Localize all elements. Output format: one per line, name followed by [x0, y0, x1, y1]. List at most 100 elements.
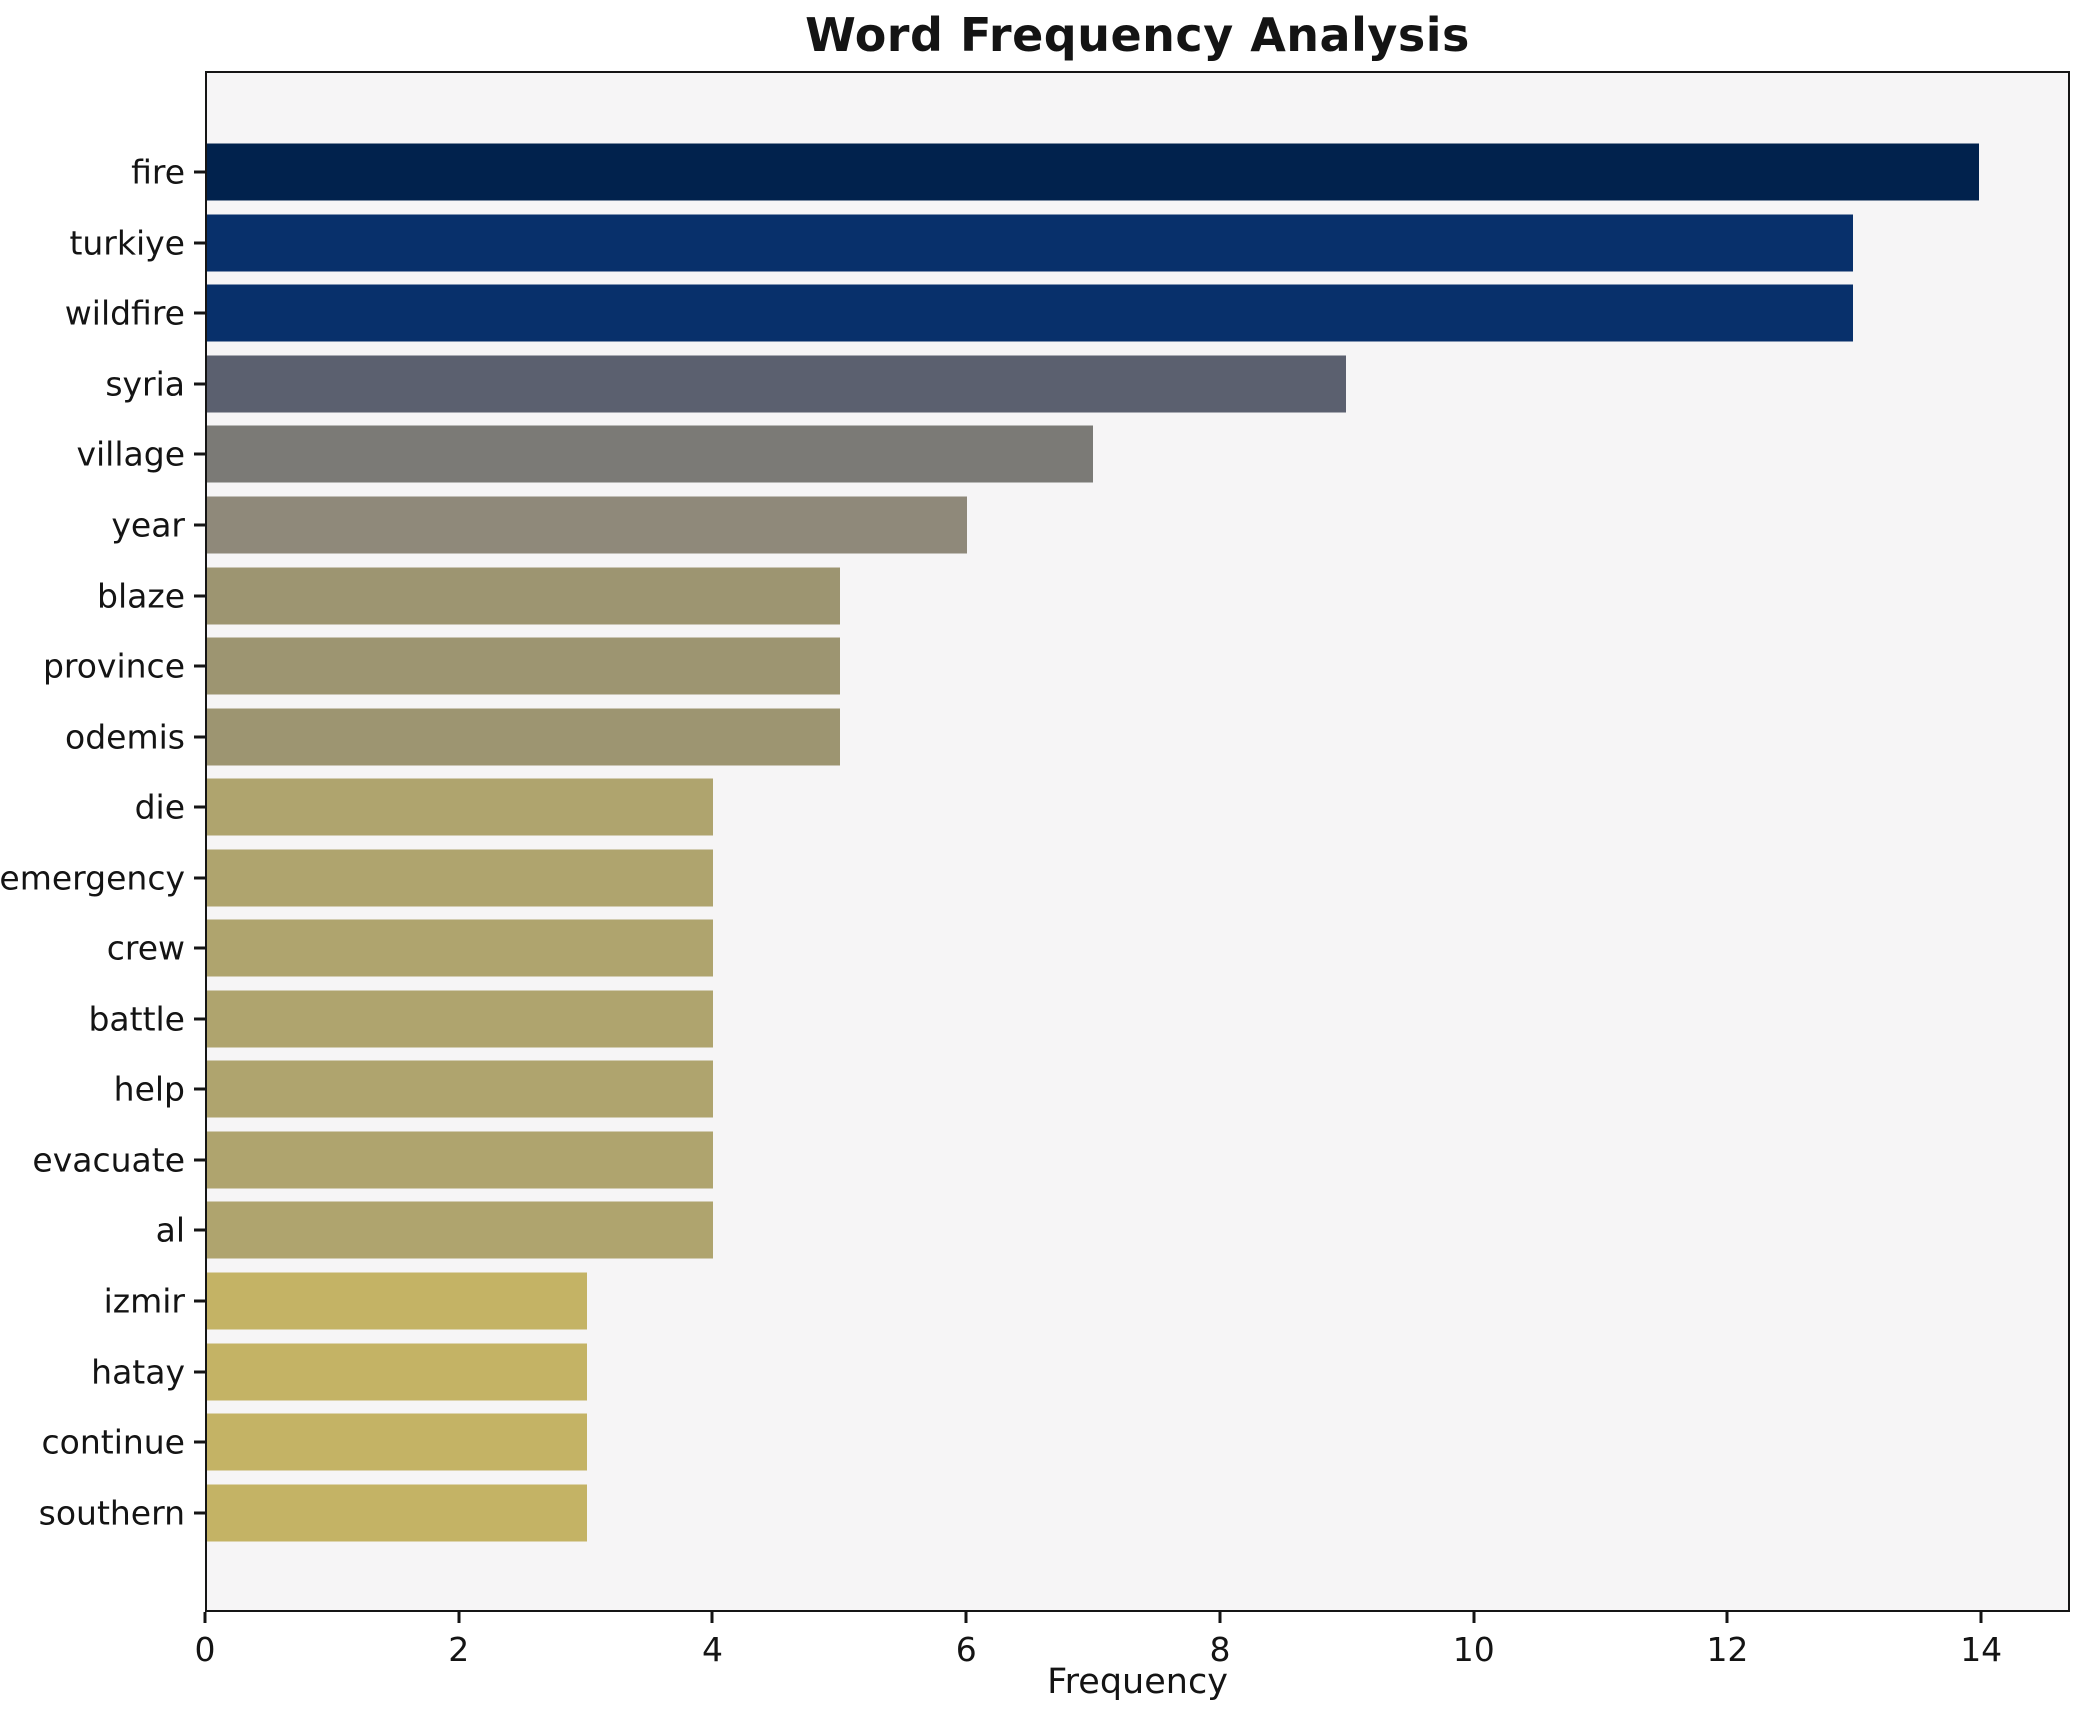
bar-row: southern	[39, 1477, 2068, 1548]
y-tick-mark	[194, 1440, 205, 1444]
y-tick-label: hatay	[91, 1352, 185, 1392]
y-tick-label: blaze	[97, 576, 185, 616]
y-tick-mark	[194, 805, 205, 809]
bar-crew	[207, 919, 714, 977]
bar-battle	[207, 990, 714, 1048]
y-tick-mark	[194, 946, 205, 950]
x-tick-mark	[1472, 1612, 1476, 1623]
y-tick-label: al	[155, 1210, 185, 1250]
y-tick-label: izmir	[103, 1281, 185, 1321]
bar-row: evacuate	[32, 1125, 2068, 1196]
bar-row: blaze	[97, 560, 2068, 631]
bar-row: emergency	[0, 842, 2068, 913]
y-tick-label: crew	[106, 928, 185, 968]
bar-die	[207, 778, 714, 836]
x-tick-label: 12	[1706, 1630, 1749, 1669]
y-tick-label: province	[42, 646, 185, 686]
x-tick-label: 6	[955, 1630, 977, 1669]
y-tick-label: syria	[105, 364, 185, 404]
bar-evacuate	[207, 1131, 714, 1189]
y-tick-label: battle	[88, 999, 185, 1039]
bar-odemis	[207, 708, 840, 766]
plot-area: fire turkiye wildfire syria village year blaze…	[0, 71, 2070, 1612]
bar-al	[207, 1201, 714, 1259]
x-tick-label: 14	[1960, 1630, 2003, 1669]
bar-row: fire	[131, 137, 2068, 208]
bar-row: year	[111, 490, 2068, 561]
y-tick-label: die	[134, 787, 185, 827]
y-tick-mark	[194, 452, 205, 456]
y-tick-mark	[194, 594, 205, 598]
y-tick-mark	[194, 1299, 205, 1303]
y-tick-mark	[194, 170, 205, 174]
bar-row: crew	[107, 913, 2068, 984]
y-tick-mark	[194, 1370, 205, 1374]
y-tick-mark	[194, 1017, 205, 1021]
y-tick-mark	[194, 735, 205, 739]
chart-title: Word Frequency Analysis	[805, 8, 1470, 62]
y-tick-mark	[194, 241, 205, 245]
bar-row: battle	[88, 984, 2068, 1055]
x-tick-mark	[457, 1612, 461, 1623]
y-tick-label: southern	[38, 1493, 185, 1533]
y-tick-mark	[194, 382, 205, 386]
bar-wildfire	[207, 284, 1853, 342]
x-tick-mark	[964, 1612, 968, 1623]
y-tick-mark	[194, 664, 205, 668]
y-tick-label: emergency	[0, 858, 185, 898]
bar-row: izmir	[104, 1266, 2068, 1337]
bar-continue	[207, 1413, 587, 1471]
y-tick-mark	[194, 876, 205, 880]
x-axis: 0 2 4 6 8 10 12 14	[195, 1612, 2070, 1682]
bar-row: syria	[105, 349, 2068, 420]
y-tick-mark	[194, 523, 205, 527]
bar-blaze	[207, 567, 840, 625]
bar-row: help	[114, 1054, 2068, 1125]
bar-row: wildfire	[65, 278, 2068, 349]
y-tick-mark	[194, 1158, 205, 1162]
bar-year	[207, 496, 967, 554]
y-tick-mark	[194, 1511, 205, 1515]
x-tick-mark	[1218, 1612, 1222, 1623]
bar-row: turkiye	[69, 208, 2068, 279]
bar-izmir	[207, 1272, 587, 1330]
x-axis-label: Frequency	[1047, 1662, 1228, 1702]
bar-province	[207, 637, 840, 695]
x-tick-mark	[1979, 1612, 1983, 1623]
bar-row: die	[135, 772, 2068, 843]
bar-row: al	[156, 1195, 2068, 1266]
y-tick-mark	[194, 1087, 205, 1091]
x-tick-label: 8	[1209, 1630, 1231, 1669]
y-tick-label: year	[111, 505, 185, 545]
y-tick-label: help	[113, 1069, 185, 1109]
bar-village	[207, 425, 1094, 483]
bar-row: hatay	[91, 1336, 2068, 1407]
bar-syria	[207, 355, 1347, 413]
y-tick-label: continue	[41, 1422, 186, 1462]
bar-row: continue	[42, 1407, 2068, 1478]
x-tick-mark	[710, 1612, 714, 1623]
bar-fire	[207, 143, 1980, 201]
bar-row: village	[76, 419, 2068, 490]
y-tick-label: wildfire	[64, 293, 185, 333]
bar-emergency	[207, 849, 714, 907]
x-tick-mark	[1725, 1612, 1729, 1623]
x-tick-mark	[203, 1612, 207, 1623]
y-tick-label: village	[76, 434, 185, 474]
y-tick-label: fire	[131, 152, 185, 192]
bar-southern	[207, 1484, 587, 1542]
y-tick-label: turkiye	[69, 223, 185, 263]
bar-rows: fire turkiye wildfire syria village year blaze…	[0, 137, 2068, 1548]
x-tick-label: 0	[194, 1630, 216, 1669]
bar-row: province	[43, 631, 2068, 702]
bar-hatay	[207, 1343, 587, 1401]
x-tick-label: 2	[448, 1630, 470, 1669]
y-tick-label: odemis	[65, 717, 185, 757]
y-tick-mark	[194, 311, 205, 315]
x-tick-label: 4	[701, 1630, 723, 1669]
y-tick-mark	[194, 1228, 205, 1232]
bar-turkiye	[207, 214, 1853, 272]
bar-row: odemis	[65, 701, 2068, 772]
y-tick-label: evacuate	[32, 1140, 185, 1180]
